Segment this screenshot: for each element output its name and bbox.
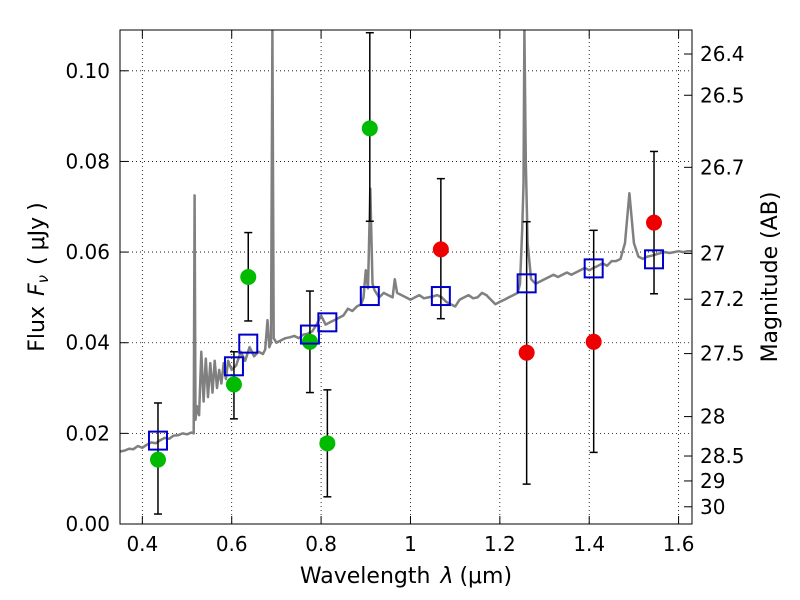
x-tick-label: 1.4 <box>573 532 605 556</box>
right-tick-label: 26.7 <box>700 155 745 179</box>
y-tick-label: 0.08 <box>65 149 110 173</box>
grid <box>120 30 692 525</box>
red-data-point <box>432 241 449 258</box>
x-tick-label: 1.2 <box>484 532 516 556</box>
right-tick-label: 27.5 <box>700 342 745 366</box>
model-photometry-box <box>359 286 380 307</box>
right-tick-label: 26.4 <box>700 42 745 66</box>
model-photometry-layer <box>147 249 665 451</box>
x-tick-label: 1.6 <box>663 532 695 556</box>
errorbar-layer <box>153 31 659 515</box>
right-tick-label: 29 <box>700 469 725 493</box>
model-photometry-box <box>238 333 259 354</box>
red-data-point <box>646 214 663 231</box>
green-data-point <box>225 376 242 393</box>
right-tick-label: 28.5 <box>700 444 745 468</box>
right-tick-label: 27 <box>700 241 725 265</box>
green-data-point <box>240 269 257 285</box>
point-layer <box>149 120 663 468</box>
x-tick-label: 0.6 <box>216 532 248 556</box>
model-photometry-box <box>299 324 320 345</box>
model-photometry-box <box>583 258 604 279</box>
y-tick-label: 0.02 <box>65 421 110 445</box>
y-axis-label: FluxFν(μJy) <box>25 202 52 351</box>
right-tick-label: 30 <box>700 495 725 519</box>
x-axis-label: Wavelength λ (μm) <box>300 564 512 589</box>
x-tick-label: 1 <box>404 532 417 556</box>
plot-frame <box>119 29 693 525</box>
green-data-point <box>319 435 336 452</box>
red-data-point <box>518 344 535 361</box>
y-tick-label: 0.04 <box>65 331 110 355</box>
x-tick-label: 0.8 <box>305 532 337 556</box>
tick-layer: 0.4 0.6 0.8 1 1.2 1.4 1.6 0.00 0.02 0.04 0.06 0.08 0… <box>65 30 745 556</box>
right-tick-label: 26.5 <box>700 83 745 107</box>
x-tick-label: 0.4 <box>126 532 158 556</box>
right-axis-label: Magnitude (AB) <box>758 192 783 363</box>
model-photometry-box <box>430 286 451 307</box>
green-data-point <box>149 451 166 468</box>
model-photometry-box <box>516 273 537 294</box>
y-tick-label: 0.00 <box>65 512 110 536</box>
y-tick-label: 0.10 <box>65 59 110 83</box>
model-photometry-box <box>147 430 168 451</box>
red-data-point <box>585 333 602 350</box>
green-data-point <box>301 333 318 350</box>
model-photometry-box <box>223 356 244 377</box>
model-photometry-box <box>317 312 338 333</box>
right-tick-label: 27.2 <box>700 287 745 311</box>
model-spectrum-layer <box>120 30 692 453</box>
model-photometry-box <box>644 249 665 270</box>
model-spectrum-line <box>120 30 692 453</box>
green-data-point <box>361 120 378 137</box>
right-tick-label: 28 <box>700 405 725 429</box>
y-tick-label: 0.06 <box>65 240 110 264</box>
